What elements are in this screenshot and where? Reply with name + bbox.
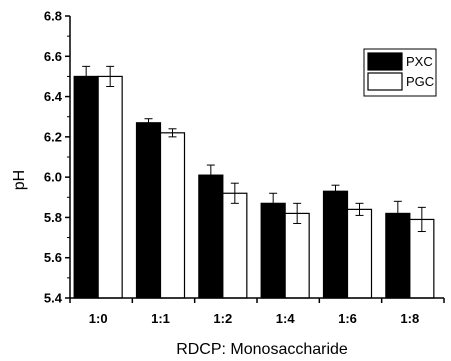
bar-pgc-1-2: [222, 192, 248, 299]
legend: PXC PGC: [363, 48, 437, 97]
bar-pgc-1-0: [97, 75, 123, 299]
bar-pgc-1-4: [284, 212, 310, 299]
y-tick-label: 6.2: [44, 129, 62, 144]
x-tick-label: 1:6: [338, 311, 357, 326]
y-tick-label: 6.0: [44, 170, 62, 185]
bar-pxc-1-6: [322, 190, 349, 299]
x-tick-label: 1:1: [151, 311, 170, 326]
x-tick-label: 1:0: [89, 311, 108, 326]
bar-pgc-1-6: [346, 208, 373, 299]
y-tick-label: 5.6: [44, 250, 62, 265]
x-tick-label: 1:4: [276, 311, 296, 326]
x-axis-title: RDCP: Monosaccharide: [176, 341, 348, 358]
bar-pxc-1-8: [385, 212, 411, 299]
y-tick-label: 5.8: [44, 210, 62, 225]
bars-group: [73, 75, 435, 299]
bar-pgc-1-8: [409, 218, 435, 299]
bar-pxc-1-1: [135, 122, 162, 299]
y-ticks-group: 5.4 5.6 5.8 6.0 6.2 6.4 6.6 6.8: [44, 9, 70, 306]
bar-pxc-1-0: [73, 75, 99, 299]
bar-pxc-1-4: [260, 202, 286, 299]
y-tick-label: 6.8: [44, 9, 62, 24]
legend-label-pxc: PXC: [406, 54, 433, 69]
x-ticks-group: 1:0 1:1 1:2 1:4 1:6 1:8: [69, 298, 445, 326]
y-tick-label: 6.4: [44, 89, 63, 104]
legend-swatch-pxc: [367, 52, 403, 71]
legend-label-pgc: PGC: [406, 74, 434, 89]
x-tick-label: 1:2: [213, 311, 232, 326]
bar-pgc-1-1: [159, 132, 186, 299]
y-axis-title: pH: [11, 170, 28, 190]
legend-swatch-pgc: [367, 72, 403, 91]
error-bars-group: [82, 65, 426, 233]
y-tick-label: 6.6: [44, 49, 62, 64]
bar-pxc-1-2: [198, 174, 224, 299]
y-tick-label: 5.4: [44, 291, 63, 306]
x-tick-label: 1:8: [400, 311, 419, 326]
